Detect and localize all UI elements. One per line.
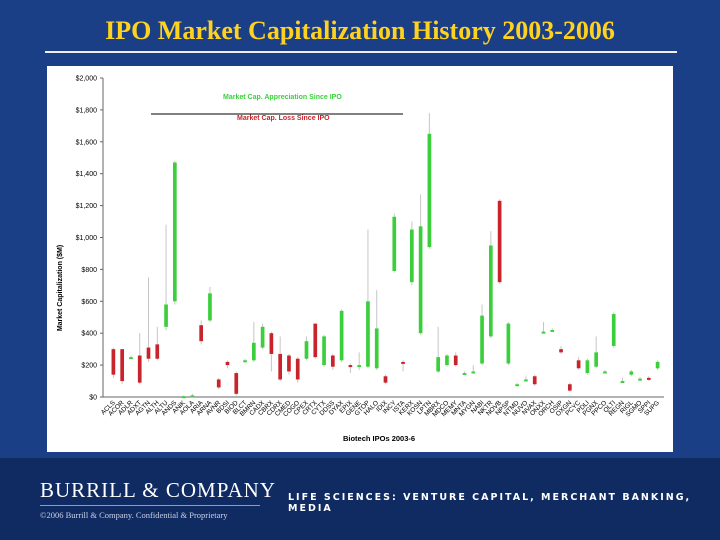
legend-up-label: Market Cap. Appreciation Since IPO <box>223 94 342 101</box>
candle-body <box>550 330 555 333</box>
y-tick-label: $1,200 <box>76 203 98 210</box>
candle-body <box>392 216 397 271</box>
candle-body <box>208 293 212 321</box>
candle-body <box>409 229 414 283</box>
candle-body <box>567 384 572 391</box>
candle-body <box>120 349 125 382</box>
candle-body <box>111 349 116 375</box>
candle-body <box>199 325 204 342</box>
candle-body <box>585 360 590 374</box>
candle-body <box>488 245 493 337</box>
candle-body <box>172 162 177 302</box>
candle-body <box>225 361 230 366</box>
candle-body <box>436 357 441 372</box>
candle-body <box>506 323 511 364</box>
candle-body <box>243 360 247 363</box>
candle-body <box>471 371 476 374</box>
candle-body <box>480 315 484 364</box>
candle-body <box>611 314 616 346</box>
candle-body <box>137 355 142 383</box>
slide-title: IPO Market Capitalization History 2003-2… <box>105 16 615 45</box>
candle-body <box>164 304 168 327</box>
legend-down-label: Market Cap. Loss Since IPO <box>237 115 330 122</box>
candle-body <box>453 355 458 366</box>
candle-body <box>330 355 335 367</box>
candle-body <box>269 333 274 354</box>
candle-body <box>497 200 502 283</box>
chart-marks <box>111 113 660 399</box>
candle-body <box>260 326 265 348</box>
candle-body <box>655 361 660 369</box>
candle-body <box>313 323 318 358</box>
candle-body <box>216 379 221 388</box>
candle-body <box>629 371 634 375</box>
candle-body <box>603 371 607 374</box>
candle-body <box>357 365 362 368</box>
x-axis-title: Biotech IPOs 2003-6 <box>343 434 415 443</box>
candle-body <box>129 357 133 360</box>
company-tagline: LIFE SCIENCES: VENTURE CAPITAL, MERCHANT… <box>288 492 692 514</box>
candle-body <box>401 361 405 364</box>
candle-body <box>418 226 423 334</box>
candle-body <box>366 301 370 367</box>
y-tick-label: $1,000 <box>76 235 98 242</box>
y-tick-label: $400 <box>81 331 97 338</box>
candle-body <box>287 355 291 372</box>
candle-body <box>541 331 546 334</box>
y-tick-label: $2,000 <box>76 76 98 83</box>
candle-body <box>146 347 151 359</box>
candle-body <box>251 342 256 361</box>
footer-band <box>0 458 720 540</box>
copyright-notice: ©2006 Burrill & Company. Confidential & … <box>40 510 228 520</box>
y-tick-label: $1,400 <box>76 171 98 178</box>
y-tick-label: $200 <box>81 363 97 370</box>
candle-body <box>383 376 388 383</box>
y-tick-label: $0 <box>89 395 97 402</box>
candle-body <box>190 395 195 398</box>
candle-body <box>576 360 581 369</box>
candle-body <box>181 396 186 399</box>
candle-body <box>462 373 467 376</box>
candle-body <box>515 384 520 387</box>
candle-body <box>304 341 309 359</box>
candle-body <box>620 381 625 384</box>
company-logo: BURRILL & COMPANY <box>40 478 276 502</box>
candle-body <box>594 352 599 367</box>
candle-body <box>278 353 283 380</box>
candle-body <box>374 328 379 369</box>
chart-panel: $0 $200 $400 $600 $800 $1,000 $1,200 $1,400 $1,6… <box>47 66 673 452</box>
candle-body <box>638 378 642 381</box>
candle-body <box>559 349 563 353</box>
y-tick-label: $800 <box>81 267 97 274</box>
title-underline <box>45 51 677 53</box>
y-tick-label: $1,600 <box>76 139 98 146</box>
candle-body <box>322 336 326 366</box>
candle-body <box>445 355 449 366</box>
y-tick-label: $1,800 <box>76 107 98 114</box>
candle-body <box>339 310 344 361</box>
candle-body <box>524 379 528 382</box>
candle-body <box>427 133 432 248</box>
logo-rule <box>40 505 260 506</box>
candle-body <box>234 373 239 394</box>
y-tick-label: $600 <box>81 299 97 306</box>
y-axis-title: Market Capitalization ($M) <box>57 245 64 331</box>
y-axis: $0 $200 $400 $600 $800 $1,000 $1,200 $1,400 $1,6… <box>76 76 664 402</box>
candle-body <box>155 344 160 359</box>
x-axis: ACLSACORADLRADXTAGTNALTHALTUANDSANIKAOLA… <box>100 399 661 418</box>
candle-body <box>646 377 651 380</box>
candle-body <box>295 358 300 380</box>
candle-body <box>532 376 537 385</box>
candlestick-chart: $0 $200 $400 $600 $800 $1,000 $1,200 $1,400 $1,6… <box>57 76 664 443</box>
candle-body <box>348 365 353 368</box>
